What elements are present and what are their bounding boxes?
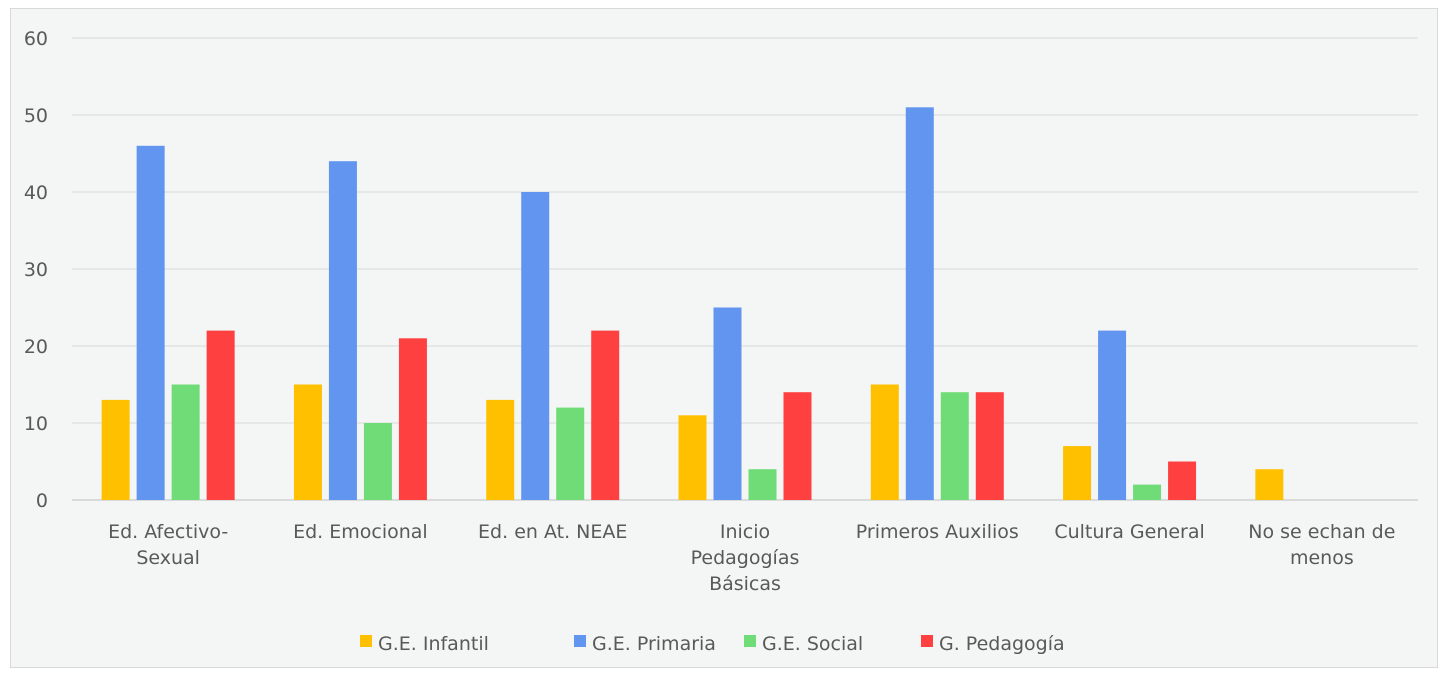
bar	[1098, 330, 1127, 500]
bar	[783, 392, 812, 500]
y-tick-label: 40	[24, 182, 48, 204]
x-tick-label: Ed. Afectivo-Sexual	[108, 521, 228, 569]
y-tick-label: 0	[36, 490, 48, 512]
bar	[293, 384, 322, 500]
legend-swatch	[360, 635, 372, 647]
bar	[1168, 461, 1197, 500]
x-tick-label: Ed. en At. NEAE	[478, 521, 627, 543]
x-tick-label: No se echan de menos	[1248, 521, 1395, 569]
bar	[1063, 446, 1092, 500]
bar	[1133, 484, 1162, 500]
bar	[1255, 469, 1284, 500]
bar	[905, 107, 934, 501]
bar	[398, 338, 427, 500]
x-tick-label: Inicio Pedagogías Básicas	[691, 521, 800, 595]
x-tick-label: Ed. Emocional	[293, 521, 428, 543]
bar	[870, 384, 899, 500]
bar	[591, 330, 620, 500]
legend: G.E. Infantil G.E. Primaria G.E. Social G. …	[360, 633, 1065, 655]
bar	[678, 415, 707, 500]
bars	[101, 107, 1284, 501]
bar	[328, 161, 357, 500]
legend-item: G.E. Infantil	[360, 633, 489, 655]
bar	[101, 399, 130, 500]
y-tick-label: 50	[24, 105, 48, 127]
y-axis-ticks: 0 10 20 30 40 50 60	[24, 28, 48, 512]
legend-label: G.E. Infantil	[378, 633, 489, 655]
bar	[748, 469, 777, 500]
legend-label: G.E. Social	[762, 633, 863, 655]
y-tick-label: 30	[24, 259, 48, 281]
x-tick-label: Cultura General	[1054, 521, 1204, 543]
y-tick-label: 20	[24, 336, 48, 358]
legend-swatch	[574, 635, 586, 647]
bar	[556, 407, 585, 500]
bar	[940, 392, 969, 500]
x-axis-labels: Ed. Afectivo-Sexual Ed. Emocional Ed. en A…	[108, 521, 1395, 595]
legend-swatch	[921, 635, 933, 647]
legend-item: G. Pedagogía	[921, 633, 1065, 655]
bar	[521, 192, 550, 500]
bar	[363, 423, 392, 500]
bar	[486, 399, 515, 500]
bar	[206, 330, 235, 500]
legend-item: G.E. Primaria	[574, 633, 716, 655]
bar	[136, 145, 165, 501]
y-tick-label: 60	[24, 28, 48, 50]
legend-swatch	[744, 635, 756, 647]
legend-label: G. Pedagogía	[939, 633, 1065, 655]
grid-lines	[72, 37, 1418, 501]
x-tick-label: Primeros Auxilios	[856, 521, 1019, 543]
legend-label: G.E. Primaria	[592, 633, 716, 655]
bar	[975, 392, 1004, 500]
legend-item: G.E. Social	[744, 633, 863, 655]
y-tick-label: 10	[24, 413, 48, 435]
bar	[713, 307, 742, 500]
bar	[171, 384, 200, 500]
